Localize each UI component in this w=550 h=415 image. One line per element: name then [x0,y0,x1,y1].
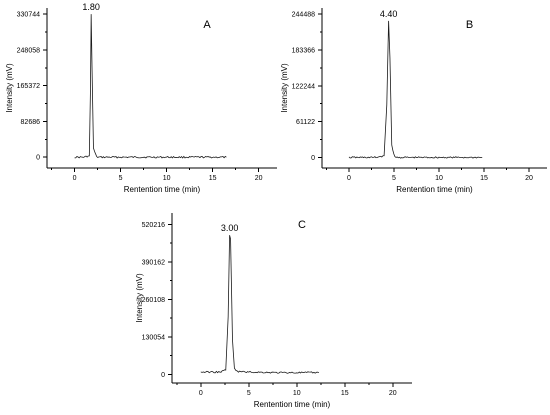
x-tick-label: 20 [389,390,397,397]
panel-letter: A [203,19,211,31]
x-tick-label: 0 [73,175,77,182]
y-tick-label: 82686 [21,119,41,126]
peak-retention-label: 1.80 [82,2,100,12]
chromatogram-panel-a: 0 5 10 15 20 0 82686 165372 248058 330744 Rententi… [5,2,277,194]
chromatogram-trace [200,235,320,374]
y-tick-label: 390162 [142,259,165,266]
y-axis-title: Intensity (mV) [135,273,144,323]
y-tick-label: 183366 [292,47,315,54]
peak-retention-label: 3.00 [221,223,239,233]
x-tick-label: 20 [255,175,263,182]
x-tick-label: 20 [525,175,533,182]
y-tick-label: 61122 [296,119,315,126]
x-tick-label: 0 [347,175,351,182]
y-tick-label: 0 [36,155,40,162]
x-tick-label: 10 [293,390,301,397]
panel-letter: C [298,219,306,231]
y-tick-label: 122244 [292,83,315,90]
x-tick-label: 0 [199,390,203,397]
x-tick-label: 15 [209,175,217,182]
y-axis-title: Intensity (mV) [280,63,289,113]
y-tick-label: 520216 [142,222,165,229]
x-tick-label: 5 [392,175,396,182]
y-tick-label: 330744 [17,12,40,19]
x-axis-title: Rentention time (min) [396,185,473,194]
chromatogram-panel-b: 0 5 10 15 20 0 61122 122244 183366 244488 Rententi… [280,8,547,194]
x-tick-label: 5 [119,175,123,182]
chromatogram-trace [74,14,227,159]
panel-letter: B [466,19,473,31]
y-tick-label: 248058 [17,47,40,54]
y-tick-label: 260108 [142,297,165,304]
y-tick-label: 0 [311,155,315,162]
x-axis-title: Rentention time (min) [124,185,201,194]
x-tick-label: 10 [435,175,443,182]
y-tick-label: 165372 [17,83,40,90]
x-tick-label: 15 [341,390,349,397]
y-tick-label: 0 [161,372,165,379]
y-tick-label: 244488 [292,12,315,19]
chromatogram-panel-c: 0 5 10 15 20 0 130054 260108 390162 520216 Rentent… [135,213,412,409]
x-tick-label: 15 [480,175,488,182]
y-axis-title: Intensity (mV) [5,63,14,113]
chromatogram-trace [348,20,483,159]
y-tick-label: 130054 [142,334,165,341]
x-tick-label: 10 [163,175,171,182]
x-tick-label: 5 [247,390,251,397]
peak-retention-label: 4.40 [380,9,398,19]
x-axis-title: Rentention time (min) [254,400,331,409]
